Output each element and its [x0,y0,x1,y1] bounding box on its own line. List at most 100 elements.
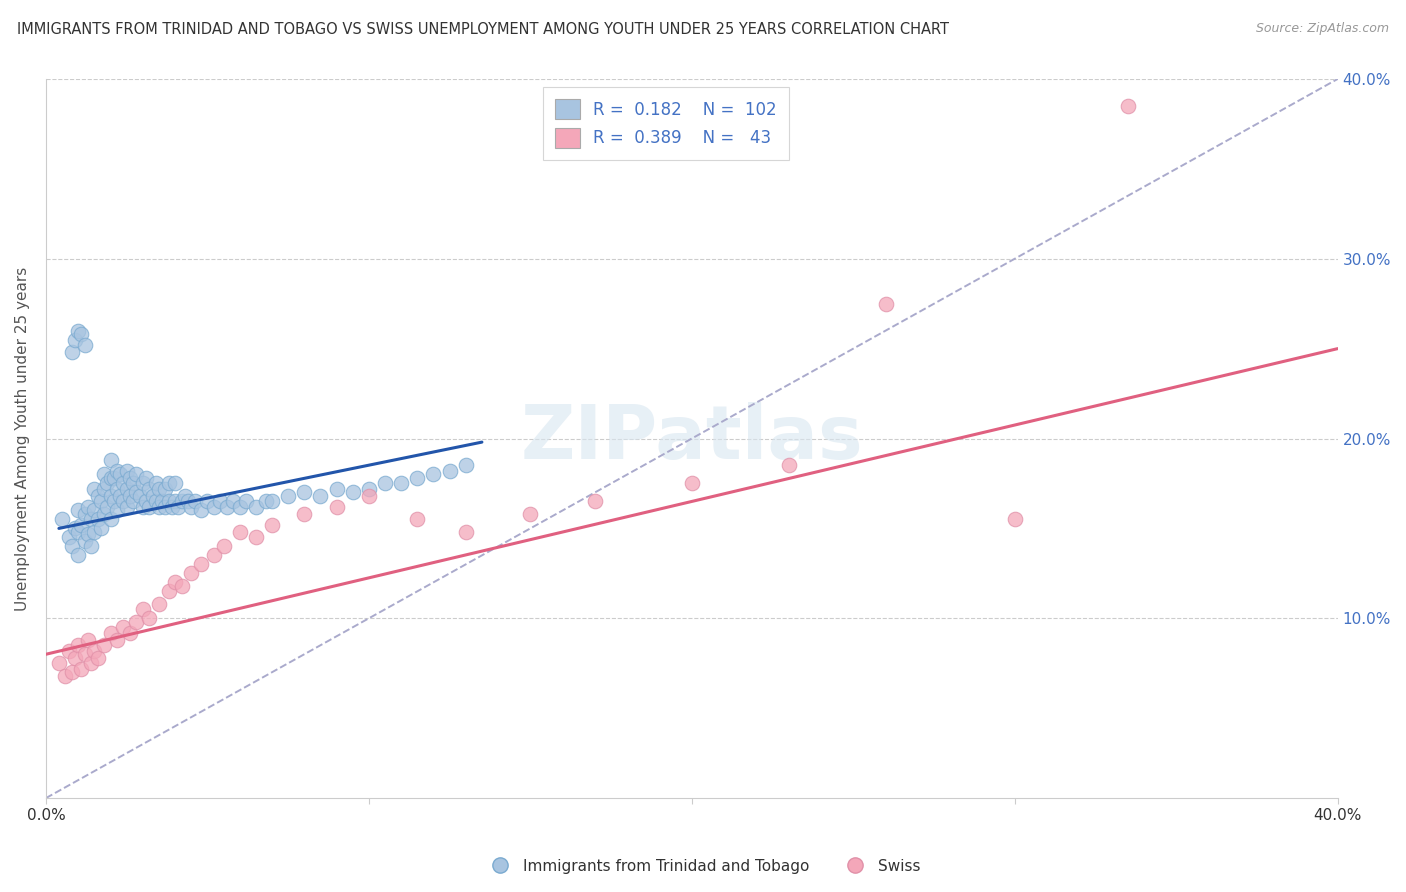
Point [145,476,167,491]
Point [86,512,108,526]
Point [406,471,429,485]
Point [67,524,90,539]
Point [80,657,103,671]
Point [406,512,429,526]
Point [519,507,541,521]
Point [325,482,347,496]
Point [157,584,180,599]
Point [342,485,364,500]
Point [325,500,347,514]
Point [77,526,100,541]
Legend: Immigrants from Trinidad and Tobago, Swiss: Immigrants from Trinidad and Tobago, Swi… [479,853,927,880]
Point [80,512,103,526]
Point [100,471,122,485]
Point [138,500,160,514]
Point [103,494,125,508]
Point [63,333,86,347]
Point [115,482,138,496]
Point [135,494,157,508]
Point [73,533,96,548]
Point [90,521,112,535]
Text: ZIPatlas: ZIPatlas [520,402,863,475]
Point [148,597,170,611]
Point [105,464,128,478]
Point [63,521,86,535]
Point [170,579,193,593]
Point [235,494,257,508]
Point [67,324,90,338]
Point [160,500,183,514]
Point [83,524,105,539]
Point [77,632,100,647]
Text: IMMIGRANTS FROM TRINIDAD AND TOBAGO VS SWISS UNEMPLOYMENT AMONG YOUTH UNDER 25 Y: IMMIGRANTS FROM TRINIDAD AND TOBAGO VS S… [17,22,949,37]
Point [73,338,96,352]
Point [51,512,73,526]
Point [202,500,225,514]
Point [165,476,187,491]
Point [155,500,177,514]
Point [254,494,277,508]
Point [67,638,90,652]
Point [112,476,135,491]
Point [115,500,138,514]
Point [778,458,800,473]
Point [105,632,128,647]
Point [454,458,477,473]
Point [167,500,190,514]
Point [90,494,112,508]
Point [118,471,141,485]
Point [374,476,396,491]
Point [141,489,163,503]
Point [190,503,212,517]
Point [132,500,155,514]
Point [228,524,250,539]
Point [260,494,283,508]
Point [93,467,115,482]
Point [157,494,180,508]
Point [180,566,202,581]
Point [150,494,173,508]
Point [132,476,155,491]
Point [165,494,187,508]
Point [112,620,135,634]
Point [132,602,155,616]
Point [125,485,148,500]
Point [228,500,250,514]
Point [110,467,132,482]
Point [260,517,283,532]
Point [180,500,202,514]
Point [292,507,315,521]
Point [53,669,76,683]
Point [100,489,122,503]
Point [70,327,93,342]
Point [183,494,205,508]
Point [100,453,122,467]
Point [100,512,122,526]
Point [681,476,703,491]
Point [58,643,80,657]
Point [1004,512,1026,526]
Point [67,549,90,563]
Point [215,500,238,514]
Point [125,615,148,629]
Point [80,540,103,554]
Point [58,530,80,544]
Point [60,540,83,554]
Point [439,464,461,478]
Point [93,507,115,521]
Point [83,503,105,517]
Point [60,345,83,359]
Point [389,476,412,491]
Point [357,489,380,503]
Point [245,530,267,544]
Point [125,467,148,482]
Point [583,494,606,508]
Point [100,625,122,640]
Point [73,647,96,661]
Point [77,500,100,514]
Point [1116,99,1139,113]
Point [112,494,135,508]
Point [422,467,444,482]
Point [454,524,477,539]
Point [118,625,141,640]
